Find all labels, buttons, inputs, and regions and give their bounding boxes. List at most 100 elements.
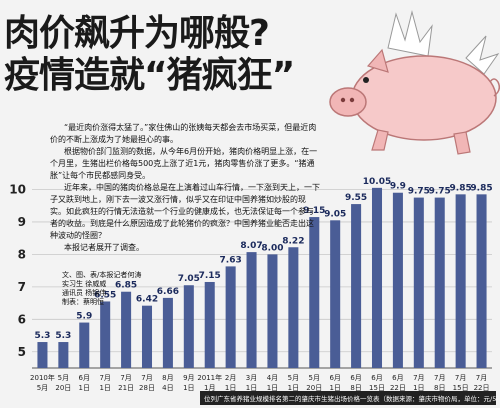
data-label: 10.05 — [363, 177, 391, 187]
data-label: 6.66 — [157, 287, 179, 297]
byline-line: 通讯员 杨锦伟 — [62, 289, 107, 297]
x-tick-label: 1日 — [288, 384, 299, 392]
x-tick-label: 1日 — [183, 384, 194, 392]
x-tick-label: 20日 — [306, 384, 322, 392]
x-tick-label: 7月 — [455, 374, 466, 382]
x-tick-label: 2011年 — [197, 373, 222, 382]
bar — [455, 194, 466, 368]
data-label: 7.15 — [199, 271, 221, 281]
x-tick-label: 8日 — [434, 384, 445, 392]
x-tick-label: 6月 — [79, 374, 90, 382]
data-label: 5.3 — [55, 331, 71, 341]
data-label: 7.63 — [220, 255, 242, 265]
data-label: 6.85 — [115, 281, 137, 291]
bar — [434, 197, 445, 368]
pig-wings — [387, 10, 500, 75]
x-tick-label: 1日 — [99, 384, 110, 392]
x-tick-label: 1日 — [267, 384, 278, 392]
x-tick-label: 6月 — [371, 374, 382, 382]
data-label: 9.55 — [345, 193, 367, 203]
x-tick-label: 7月 — [141, 374, 152, 382]
x-tick-label: 6月 — [350, 374, 361, 382]
bar — [413, 197, 424, 368]
x-tick-label: 1日 — [329, 384, 340, 392]
data-label: 5.3 — [34, 331, 50, 341]
x-tick-label: 15日 — [369, 384, 385, 392]
bar — [79, 322, 90, 368]
chart-caption: 位列广东省养猪业规模排名第二的肇庆市生猪出场价格一览表（数据来源：肇庆市物价局，… — [200, 391, 496, 405]
x-tick-label: 5月 — [288, 374, 299, 382]
bar — [392, 192, 403, 368]
x-tick-label: 7月 — [120, 374, 131, 382]
x-tick-label: 8日 — [350, 384, 361, 392]
x-tick-label: 9月 — [183, 374, 194, 382]
story-paragraph: “最近肉价涨得太猛了。”家住佛山的张姨每天都会去市场买菜，但最近肉价的不断上涨成… — [50, 123, 317, 144]
x-tick-label: 1日 — [79, 384, 90, 392]
data-label: 9.85 — [450, 183, 472, 193]
story-paragraph: 近年来，中国的猪肉价格总是在上演着过山车行情，一下涨到天上，一下子又跌到地上，刚… — [50, 183, 320, 240]
y-tick-label: 10 — [9, 182, 26, 196]
x-tick-label: 1日 — [246, 384, 257, 392]
bar — [246, 252, 257, 368]
bar — [267, 254, 278, 368]
data-label: 6.55 — [94, 290, 116, 300]
bar — [121, 291, 132, 368]
page-title: 肉价飙升为哪般? — [4, 13, 270, 54]
data-label: 9.75 — [408, 187, 430, 197]
data-label: 8.00 — [261, 243, 283, 253]
x-tick-label: 5月 — [309, 374, 320, 382]
bar — [225, 266, 236, 368]
y-tick-label: 8 — [18, 247, 26, 261]
bar — [309, 217, 320, 368]
y-tick-label: 6 — [18, 312, 26, 326]
x-tick-label: 3月 — [246, 374, 257, 382]
y-tick-label: 5 — [18, 345, 26, 359]
data-label: 6.42 — [136, 295, 158, 305]
data-label: 9.85 — [470, 183, 492, 193]
x-tick-label: 7月 — [476, 374, 487, 382]
bar — [100, 301, 111, 368]
x-tick-label: 7月 — [99, 374, 110, 382]
data-label: 9.15 — [303, 206, 325, 216]
y-tick-label: 9 — [18, 215, 26, 229]
byline: 文、图、表/本报记者何涛 实习生 徐威威 通讯员 杨锦伟 制表：蔡明恒 — [62, 271, 142, 307]
x-tick-label: 22日 — [474, 384, 490, 392]
data-label: 7.05 — [178, 274, 200, 284]
bar — [183, 285, 194, 368]
bar — [58, 342, 69, 368]
bar — [204, 281, 215, 368]
x-tick-label: 1日 — [225, 384, 236, 392]
x-tick-label: 4日 — [162, 384, 173, 392]
value-labels: 5.3 5.3 5.9 6.556.85 6.426.66 7.057.15 7.63 8.0… — [34, 177, 492, 341]
y-tick-label: 7 — [18, 280, 26, 294]
x-tick-label: 2月 — [225, 374, 236, 382]
x-tick-label: 2010年 — [30, 373, 55, 382]
x-tick-label: 7月 — [413, 374, 424, 382]
x-tick-label: 4月 — [267, 374, 278, 382]
pig-body — [329, 48, 500, 155]
byline-line: 实习生 徐威威 — [62, 280, 107, 288]
x-tick-label: 15日 — [453, 384, 469, 392]
x-tick-label: 22日 — [390, 384, 406, 392]
x-tick-label: 7月 — [434, 374, 445, 382]
bar — [162, 297, 173, 368]
data-label: 8.07 — [240, 241, 262, 251]
bar — [141, 305, 153, 368]
article-text: “最近肉价涨得太猛了。”家住佛山的张姨每天都会去市场买菜，但最近肉价的不断上涨成… — [50, 122, 320, 254]
bar — [288, 247, 299, 368]
chart-bars — [37, 187, 487, 368]
bar — [476, 194, 487, 368]
byline-line: 文、图、表/本报记者何涛 — [62, 271, 142, 279]
data-label: 5.9 — [76, 312, 92, 322]
data-label: 9.05 — [324, 209, 346, 219]
x-tick-label: 28日 — [139, 384, 155, 392]
x-tick-label: 20日 — [55, 384, 71, 392]
x-tick-label: 8月 — [162, 374, 173, 382]
bar — [351, 204, 362, 368]
x-tick-label: 5月 — [58, 374, 69, 382]
x-tick-label: 6月 — [329, 374, 340, 382]
x-tick-label: 21日 — [118, 384, 134, 392]
x-tick-label: 5月 — [37, 384, 48, 392]
